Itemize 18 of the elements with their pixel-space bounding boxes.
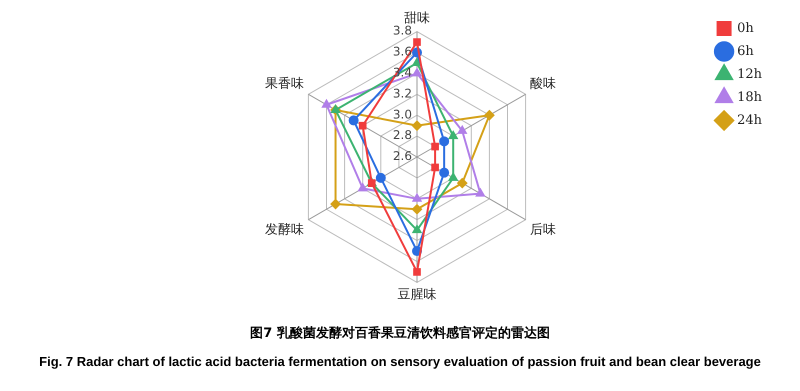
legend-label: 0h xyxy=(737,20,754,36)
y-tick-label: 2.8 xyxy=(392,128,412,142)
y-tick-label: 3.8 xyxy=(392,24,412,38)
y-tick-label: 2.6 xyxy=(392,149,412,164)
legend-label: 12h xyxy=(737,66,763,82)
spoke-label: 酸味 xyxy=(530,76,556,92)
legend-label: 24h xyxy=(737,112,763,128)
text: Fig. 7 Radar chart of lactic acid bacteria fermentation on sensory evaluation of passion fruit and bean clear beverage xyxy=(38,354,762,369)
spoke-label: 豆腥味 xyxy=(398,288,436,303)
spoke-label: 果香味 xyxy=(265,76,304,92)
spoke-label: 发酵味 xyxy=(265,222,304,238)
spoke-label: 后味 xyxy=(530,222,556,238)
text: 图7 乳酸菌发酵对百香果豆清饮料感官评定的雷达图 xyxy=(249,324,551,342)
spoke-label: 甜味 xyxy=(404,11,430,26)
y-tick-label: 3.2 xyxy=(392,86,412,100)
y-tick-label: 3.0 xyxy=(392,107,412,122)
legend-label: 18h xyxy=(737,90,763,105)
legend-label: 6h xyxy=(737,44,754,59)
